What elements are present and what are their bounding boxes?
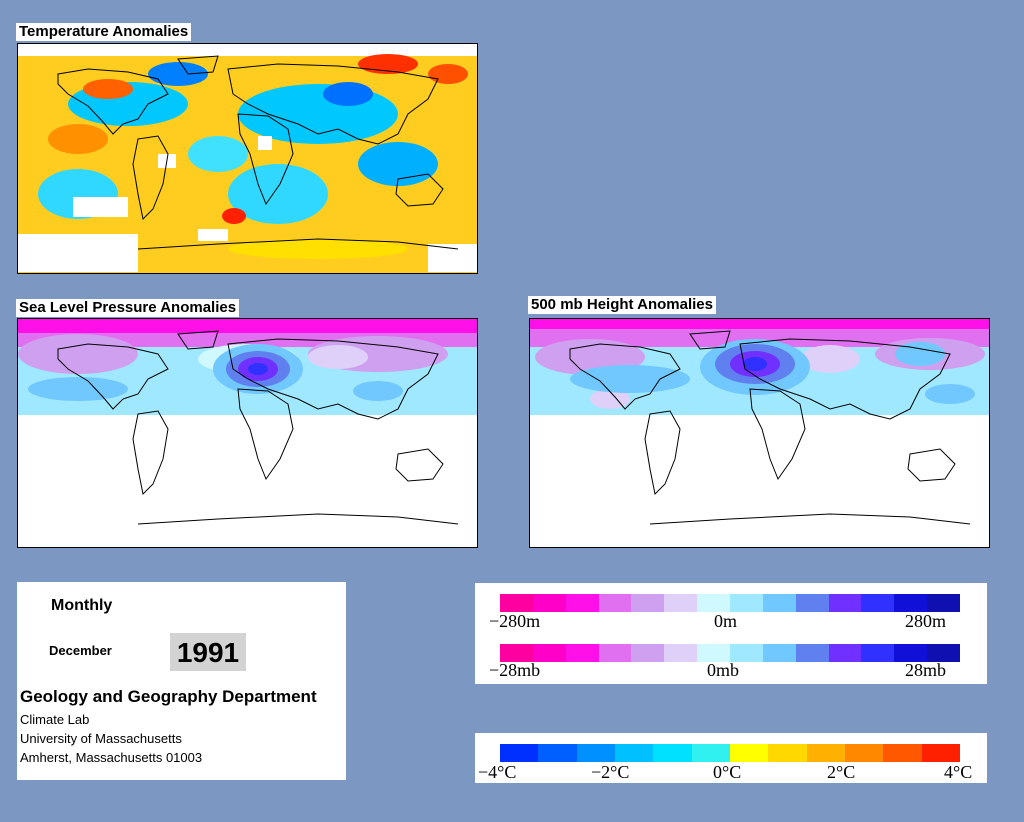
colorbar-swatch (538, 744, 577, 762)
colorbar-swatch (565, 644, 599, 662)
colorbar-swatch (762, 594, 796, 612)
info-panel: Monthly December 1991 Geology and Geogra… (17, 582, 346, 780)
colorbar-swatch (532, 644, 566, 662)
colorbar-swatch (653, 744, 692, 762)
pressure-legend-mid: 0mb (707, 660, 740, 680)
colorbar-swatch (614, 744, 654, 762)
temperature-legend-label-2: 0°C (713, 762, 742, 782)
month-label: December (49, 643, 112, 658)
height-legend-mid: 0m (714, 611, 738, 631)
slp-panel-title: Sea Level Pressure Anomalies (16, 299, 240, 317)
temperature-legend-label-3: 2°C (827, 762, 856, 782)
colorbar-swatch (795, 644, 829, 662)
colorbar-swatch (894, 594, 928, 612)
colorbar-swatch (500, 644, 533, 662)
address-line: Amherst, Massachusetts 01003 (20, 750, 203, 765)
colorbar-swatch (532, 594, 566, 612)
frequency-label: Monthly (51, 597, 113, 614)
colorbar-swatch (500, 744, 539, 762)
year-label: 1991 (170, 633, 246, 671)
colorbar-swatch (844, 744, 884, 762)
colorbar-swatch (500, 594, 533, 612)
colorbar-swatch (631, 644, 665, 662)
colorbar-swatch (894, 644, 928, 662)
height-panel-title: 500 mb Height Anomalies (528, 296, 716, 314)
lab-name: Climate Lab (20, 712, 90, 727)
university-name: University of Massachusetts (20, 731, 182, 746)
colorbar-swatch (883, 744, 922, 762)
colorbar-swatch (598, 644, 632, 662)
colorbar-swatch (806, 744, 845, 762)
colorbar-swatch (828, 594, 862, 612)
colorbar-swatch (565, 594, 599, 612)
colorbar-swatch (730, 644, 763, 662)
colorbar-swatch (927, 644, 961, 662)
temperature-legend-label-1: −2°C (591, 762, 630, 782)
colorbar-swatch (691, 744, 730, 762)
slp-anomaly-map (17, 318, 478, 548)
colorbar-swatch (664, 644, 698, 662)
anomaly-legend: −280m 0m 280m −28mb 0mb 28mb (475, 583, 987, 684)
height-legend-min: −280m (489, 611, 541, 631)
height-anomaly-map (529, 318, 990, 548)
colorbar-swatch (762, 644, 796, 662)
height-legend-max: 280m (905, 611, 947, 631)
colorbar-swatch (576, 744, 615, 762)
height-colorbar (500, 594, 961, 612)
colorbar-swatch (598, 594, 632, 612)
colorbar-swatch (664, 594, 698, 612)
temperature-colorbar (500, 744, 960, 762)
pressure-legend-max: 28mb (905, 660, 947, 680)
colorbar-swatch (861, 644, 895, 662)
temperature-panel-title: Temperature Anomalies (16, 23, 192, 41)
slp-map-graphic (18, 319, 477, 547)
temperature-legend: −4°C −2°C 0°C 2°C 4°C (475, 733, 987, 783)
colorbar-swatch (795, 594, 829, 612)
colorbar-swatch (730, 594, 763, 612)
temperature-legend-label-4: 4°C (944, 762, 973, 782)
colorbar-swatch (921, 744, 960, 762)
pressure-colorbar (500, 644, 961, 662)
department-name: Geology and Geography Department (20, 687, 317, 706)
height-map-graphic (530, 319, 989, 547)
temperature-anomaly-map (17, 43, 478, 274)
temperature-map-graphic (18, 44, 477, 273)
colorbar-swatch (729, 744, 769, 762)
colorbar-swatch (697, 594, 731, 612)
colorbar-swatch (768, 744, 807, 762)
temperature-legend-label-0: −4°C (478, 762, 517, 782)
colorbar-swatch (828, 644, 862, 662)
colorbar-swatch (927, 594, 961, 612)
colorbar-swatch (697, 644, 731, 662)
colorbar-swatch (631, 594, 665, 612)
colorbar-swatch (861, 594, 895, 612)
pressure-legend-min: −28mb (489, 660, 541, 680)
